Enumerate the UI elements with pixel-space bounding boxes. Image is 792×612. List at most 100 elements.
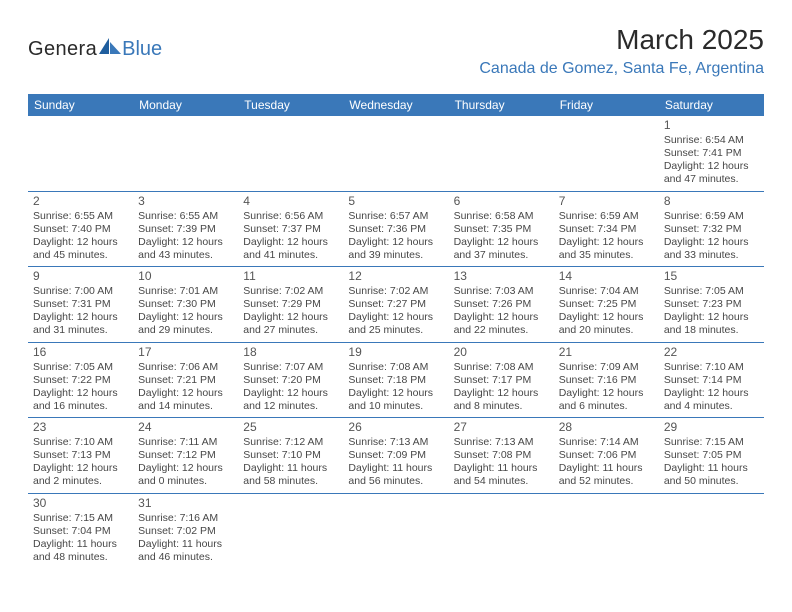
day-info-line: Sunset: 7:30 PM (138, 298, 233, 311)
day-info-line: and 25 minutes. (348, 324, 443, 337)
day-info-line: Daylight: 11 hours (243, 462, 338, 475)
brand-part1: Genera (28, 38, 97, 61)
day-number: 6 (454, 194, 549, 209)
day-info-line: and 29 minutes. (138, 324, 233, 337)
calendar-week-row: 23Sunrise: 7:10 AMSunset: 7:13 PMDayligh… (28, 418, 764, 494)
day-info-line: and 27 minutes. (243, 324, 338, 337)
day-info-line: and 4 minutes. (664, 400, 759, 413)
day-info-line: Sunrise: 7:14 AM (559, 436, 654, 449)
day-info-line: Sunrise: 7:09 AM (559, 361, 654, 374)
calendar-day-cell: 9Sunrise: 7:00 AMSunset: 7:31 PMDaylight… (28, 267, 133, 343)
day-info-line: Daylight: 12 hours (664, 160, 759, 173)
day-number: 16 (33, 345, 128, 360)
day-info-line: Sunrise: 7:02 AM (348, 285, 443, 298)
day-info-line: and 54 minutes. (454, 475, 549, 488)
calendar-day-cell: 8Sunrise: 6:59 AMSunset: 7:32 PMDaylight… (659, 191, 764, 267)
day-info-line: Sunset: 7:04 PM (33, 525, 128, 538)
day-info-line: Daylight: 12 hours (559, 311, 654, 324)
day-number: 4 (243, 194, 338, 209)
day-number: 31 (138, 496, 233, 511)
day-info-line: Daylight: 12 hours (33, 462, 128, 475)
calendar-day-cell: 18Sunrise: 7:07 AMSunset: 7:20 PMDayligh… (238, 342, 343, 418)
day-info-line: Daylight: 12 hours (33, 387, 128, 400)
day-number: 30 (33, 496, 128, 511)
day-info-line: and 33 minutes. (664, 249, 759, 262)
day-info-line: Sunset: 7:39 PM (138, 223, 233, 236)
day-info-line: Daylight: 12 hours (348, 311, 443, 324)
day-info-line: Daylight: 12 hours (33, 236, 128, 249)
day-info-line: and 50 minutes. (664, 475, 759, 488)
weekday-header: Wednesday (343, 94, 448, 116)
day-info-line: Sunset: 7:18 PM (348, 374, 443, 387)
day-info-line: Sunset: 7:12 PM (138, 449, 233, 462)
calendar-day-cell: 21Sunrise: 7:09 AMSunset: 7:16 PMDayligh… (554, 342, 659, 418)
day-info-line: Sunset: 7:36 PM (348, 223, 443, 236)
day-info-line: Daylight: 12 hours (348, 387, 443, 400)
calendar-day-cell: 13Sunrise: 7:03 AMSunset: 7:26 PMDayligh… (449, 267, 554, 343)
calendar-day-cell: 19Sunrise: 7:08 AMSunset: 7:18 PMDayligh… (343, 342, 448, 418)
day-info-line: Sunset: 7:23 PM (664, 298, 759, 311)
calendar-day-cell: 17Sunrise: 7:06 AMSunset: 7:21 PMDayligh… (133, 342, 238, 418)
day-info-line: and 41 minutes. (243, 249, 338, 262)
day-number: 12 (348, 269, 443, 284)
calendar-day-cell (133, 116, 238, 191)
day-info-line: Sunset: 7:32 PM (664, 223, 759, 236)
day-number: 13 (454, 269, 549, 284)
calendar-body: 1Sunrise: 6:54 AMSunset: 7:41 PMDaylight… (28, 116, 764, 568)
day-number: 17 (138, 345, 233, 360)
day-info-line: Sunset: 7:25 PM (559, 298, 654, 311)
day-number: 9 (33, 269, 128, 284)
day-number: 28 (559, 420, 654, 435)
sail-icon (99, 36, 121, 62)
day-info-line: and 20 minutes. (559, 324, 654, 337)
calendar-day-cell (554, 116, 659, 191)
day-number: 10 (138, 269, 233, 284)
day-info-line: Daylight: 12 hours (138, 311, 233, 324)
calendar-day-cell: 14Sunrise: 7:04 AMSunset: 7:25 PMDayligh… (554, 267, 659, 343)
calendar-day-cell (659, 493, 764, 568)
day-info-line: Sunset: 7:17 PM (454, 374, 549, 387)
day-info-line: Sunset: 7:34 PM (559, 223, 654, 236)
day-info-line: and 39 minutes. (348, 249, 443, 262)
day-info-line: Daylight: 12 hours (454, 236, 549, 249)
day-info-line: and 18 minutes. (664, 324, 759, 337)
day-info-line: Sunset: 7:10 PM (243, 449, 338, 462)
calendar-day-cell: 28Sunrise: 7:14 AMSunset: 7:06 PMDayligh… (554, 418, 659, 494)
weekday-header: Saturday (659, 94, 764, 116)
calendar-week-row: 9Sunrise: 7:00 AMSunset: 7:31 PMDaylight… (28, 267, 764, 343)
day-info-line: Sunset: 7:26 PM (454, 298, 549, 311)
day-info-line: Sunrise: 7:16 AM (138, 512, 233, 525)
brand-logo: Genera Blue (28, 36, 162, 62)
day-info-line: and 6 minutes. (559, 400, 654, 413)
day-info-line: Sunrise: 7:08 AM (454, 361, 549, 374)
calendar-day-cell (28, 116, 133, 191)
day-info-line: Sunset: 7:40 PM (33, 223, 128, 236)
day-info-line: Sunrise: 6:59 AM (559, 210, 654, 223)
day-number: 24 (138, 420, 233, 435)
day-info-line: and 2 minutes. (33, 475, 128, 488)
day-info-line: Sunset: 7:31 PM (33, 298, 128, 311)
day-number: 18 (243, 345, 338, 360)
day-info-line: Daylight: 11 hours (664, 462, 759, 475)
day-info-line: Daylight: 12 hours (454, 387, 549, 400)
calendar-day-cell (343, 116, 448, 191)
day-info-line: and 52 minutes. (559, 475, 654, 488)
day-info-line: and 0 minutes. (138, 475, 233, 488)
day-info-line: Sunset: 7:06 PM (559, 449, 654, 462)
day-info-line: and 8 minutes. (454, 400, 549, 413)
day-info-line: Sunset: 7:09 PM (348, 449, 443, 462)
day-info-line: Sunrise: 7:04 AM (559, 285, 654, 298)
day-info-line: Sunset: 7:22 PM (33, 374, 128, 387)
location-subtitle: Canada de Gomez, Santa Fe, Argentina (28, 60, 764, 78)
day-info-line: Sunset: 7:02 PM (138, 525, 233, 538)
day-number: 22 (664, 345, 759, 360)
day-info-line: Daylight: 12 hours (664, 311, 759, 324)
calendar-day-cell: 24Sunrise: 7:11 AMSunset: 7:12 PMDayligh… (133, 418, 238, 494)
day-info-line: Sunrise: 6:55 AM (33, 210, 128, 223)
day-info-line: Sunset: 7:35 PM (454, 223, 549, 236)
day-number: 5 (348, 194, 443, 209)
calendar-day-cell: 25Sunrise: 7:12 AMSunset: 7:10 PMDayligh… (238, 418, 343, 494)
day-info-line: Daylight: 11 hours (348, 462, 443, 475)
day-info-line: Sunrise: 7:08 AM (348, 361, 443, 374)
calendar-day-cell: 16Sunrise: 7:05 AMSunset: 7:22 PMDayligh… (28, 342, 133, 418)
